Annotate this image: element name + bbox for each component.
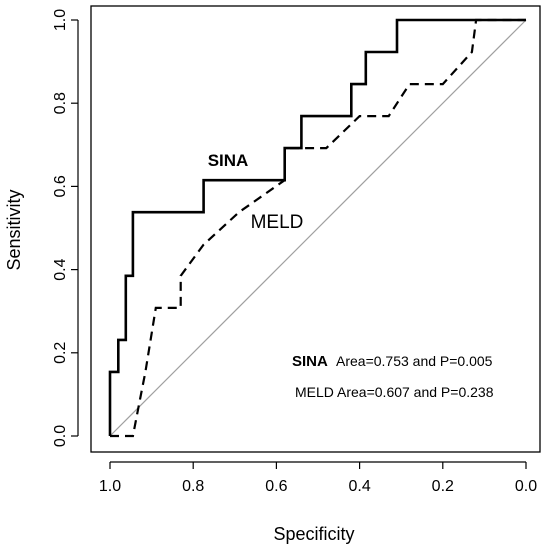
y-axis-label: Sensitivity: [4, 189, 24, 270]
plot-frame: [90, 5, 541, 453]
series-sina-line: [108, 18, 526, 436]
sina-annotation-prefix: SINA: [292, 353, 328, 370]
x-tick-label: 0.8: [182, 478, 204, 495]
y-tick-label: 0.6: [52, 175, 69, 197]
y-tick-label: 0.8: [52, 92, 69, 114]
y-axis: 0.0 0.2 0.4 0.6 0.8 1.0: [52, 9, 79, 447]
x-axis: 1.0 0.8 0.6 0.4 0.2 0.0: [99, 461, 537, 495]
y-tick-label: 0.2: [52, 342, 69, 364]
x-tick-label: 0.6: [265, 478, 287, 495]
x-tick-label: 0.2: [432, 478, 454, 495]
meld-curve-label: MELD: [251, 212, 304, 233]
y-tick-label: 0.4: [52, 258, 69, 280]
x-tick-label: 0.4: [348, 478, 370, 495]
sina-annotation: Area=0.753 and P=0.005: [336, 353, 493, 369]
y-tick-label: 0.0: [52, 425, 69, 447]
x-tick-label: 1.0: [99, 478, 121, 495]
reference-diagonal: [109, 19, 527, 437]
meld-annotation: MELD Area=0.607 and P=0.238: [295, 384, 494, 400]
x-tick-label: 0.0: [515, 478, 537, 495]
y-tick-label: 1.0: [52, 9, 69, 31]
sina-curve-label: SINA: [208, 151, 249, 170]
x-axis-label: Specificity: [273, 524, 354, 544]
